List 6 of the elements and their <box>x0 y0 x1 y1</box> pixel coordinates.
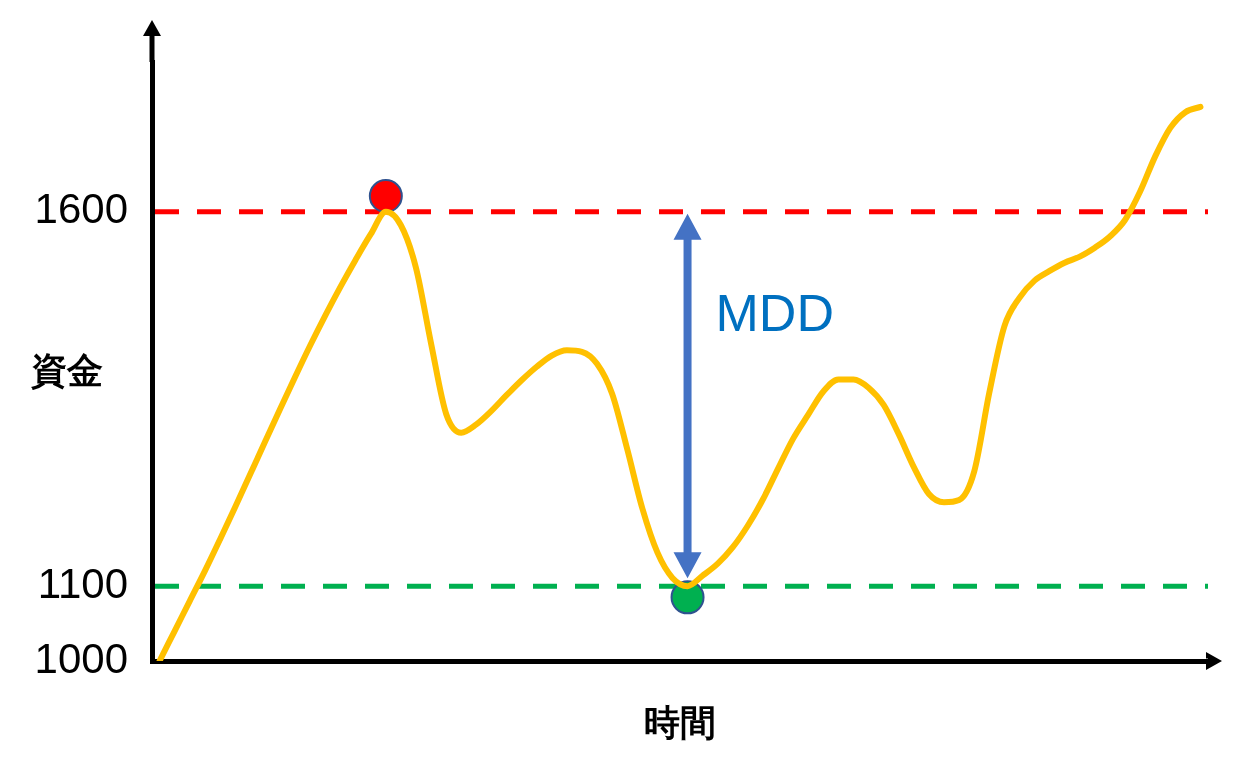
annotation: MDD <box>715 283 834 342</box>
y-axis-title: 資金 <box>31 350 103 392</box>
y-tick-label: 1100 <box>37 559 128 607</box>
x-axis-title: 時間 <box>644 702 716 744</box>
y-tick-label: 1000 <box>34 634 128 682</box>
y-tick-label: 1600 <box>34 185 128 233</box>
